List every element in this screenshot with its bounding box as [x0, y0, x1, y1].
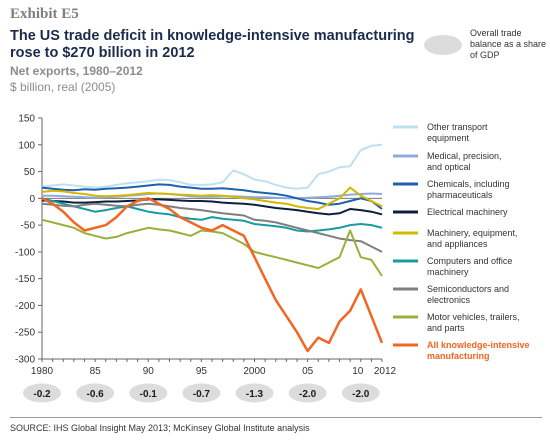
chart-subtitle: Net exports, 1980–2012 [10, 64, 143, 78]
x-tick-label: 2012 [374, 366, 397, 377]
series-line-4 [41, 186, 383, 210]
gdp-share-oval [129, 383, 168, 403]
y-tick-label: 50 [24, 167, 36, 178]
x-tick-label: 90 [143, 366, 155, 377]
y-tick-label: -50 [21, 221, 36, 232]
chart-unit: $ billion, real (2005) [10, 80, 116, 94]
y-tick-label: 150 [18, 114, 35, 125]
gdp-share-value: -1.3 [246, 389, 264, 400]
gdp-share-oval [235, 383, 274, 403]
gdp-share-value: -0.1 [140, 389, 158, 400]
gdp-share-oval [341, 383, 380, 403]
gdp-share-oval [182, 383, 221, 403]
legend-label: Chemicals, including pharmaceuticals [427, 179, 510, 200]
gdp-share-value: -2.0 [352, 389, 370, 400]
gdp-share-value: -2.0 [299, 389, 317, 400]
gdp-share-value: -0.2 [33, 389, 51, 400]
source-note: SOURCE: IHS Global Insight May 2013; McK… [10, 423, 310, 433]
y-tick-label: -100 [15, 247, 35, 258]
gdp-share-value: -0.7 [193, 389, 211, 400]
y-tick-label: -250 [15, 328, 35, 339]
series-line-8 [41, 197, 384, 353]
legend-label: Electrical machinery [427, 207, 508, 217]
legend-label: Motor vehicles, trailers, and parts [427, 312, 520, 333]
chart-title: The US trade deficit in knowledge-intens… [10, 28, 415, 61]
gdp-share-legend-oval [424, 35, 462, 55]
series-line-3 [41, 198, 383, 216]
series-line-1 [42, 192, 383, 200]
y-tick-label: 100 [18, 140, 35, 151]
x-tick-label: 95 [196, 366, 208, 377]
x-tick-label: 2000 [243, 366, 266, 377]
y-tick-label: -200 [15, 301, 35, 312]
exhibit-label: Exhibit E5 [10, 6, 79, 22]
y-tick-label: -150 [15, 274, 35, 285]
legend-label: Semiconductors and electronics [427, 284, 509, 305]
series-line-5 [41, 197, 383, 233]
x-tick-label: 10 [352, 366, 364, 377]
x-tick-label: 05 [302, 366, 314, 377]
x-tick-label: 85 [90, 366, 102, 377]
legend-label: Machinery, equipment, and appliances [427, 228, 517, 249]
gdp-share-oval [76, 383, 115, 403]
series-line-2 [41, 183, 383, 210]
series-line-0 [41, 143, 383, 190]
series-line-6 [41, 202, 383, 253]
legend-label: Other transport equipment [427, 122, 488, 143]
gdp-share-legend-text: Overall trade balance as a share of GDP [470, 28, 547, 60]
legend-label: Computers and office machinery [427, 256, 512, 277]
legend-label: All knowledge-intensive manufacturing [427, 340, 530, 361]
legend-label: Medical, precision, and optical [427, 151, 502, 172]
gdp-share-oval [23, 383, 61, 403]
gdp-share-value: -0.6 [87, 389, 105, 400]
source-divider [10, 417, 542, 418]
x-tick-label: 1980 [31, 366, 54, 377]
y-tick-label: 0 [29, 194, 35, 205]
gdp-share-oval [288, 383, 327, 403]
y-tick-label: -300 [15, 355, 35, 366]
